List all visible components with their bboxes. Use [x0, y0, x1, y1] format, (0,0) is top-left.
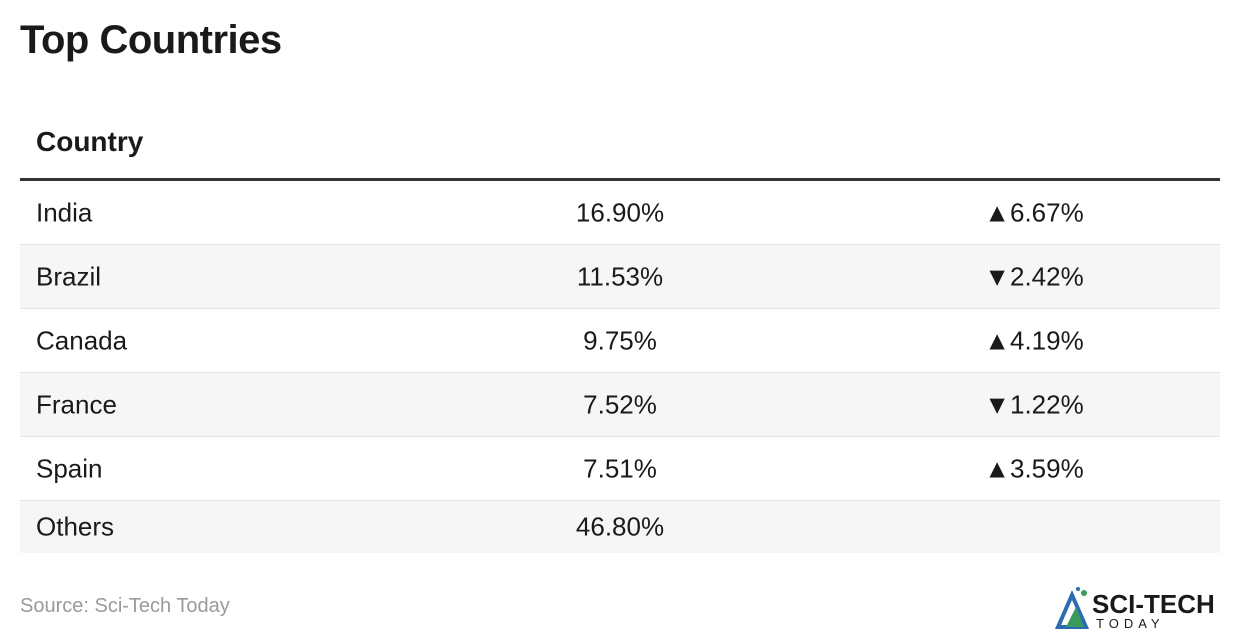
- column-header: Country: [36, 126, 144, 157]
- table-row: France 7.52% ▼1.22%: [20, 373, 1220, 437]
- logo-icon: [1076, 587, 1080, 591]
- table-row: Canada 9.75% ▲4.19%: [20, 309, 1220, 373]
- change: ▲3.59%: [984, 453, 1084, 483]
- logo-tagline: TODAY: [1096, 616, 1165, 631]
- source: Source: Sci-Tech Today: [20, 595, 230, 617]
- country: Others: [36, 511, 115, 542]
- table-row: India 16.90% ▲6.67%: [20, 181, 1220, 245]
- table-header: Country: [20, 120, 1220, 181]
- table-row: Brazil 11.53% ▼2.42%: [20, 245, 1220, 309]
- country: India: [36, 197, 93, 227]
- change: ▲6.67%: [984, 197, 1084, 227]
- country: France: [36, 389, 117, 419]
- logo: SCI-TECH TODAY: [1054, 587, 1215, 631]
- share: 9.75%: [583, 325, 657, 355]
- title: Top Countries: [20, 18, 282, 62]
- table-row: Others 46.80%: [20, 501, 1220, 553]
- table-body: India 16.90% ▲6.67% Brazil 11.53% ▼2.42% Canad…: [20, 181, 1220, 553]
- logo-icon: [1066, 607, 1084, 627]
- table-row: Spain 7.51% ▲3.59%: [20, 437, 1220, 501]
- country: Spain: [36, 453, 103, 483]
- change: ▲4.19%: [984, 325, 1084, 355]
- country: Brazil: [36, 261, 102, 291]
- share: 11.53%: [576, 261, 664, 291]
- logo-name: SCI-TECH: [1092, 589, 1215, 619]
- change: ▼2.42%: [984, 261, 1084, 291]
- share: 16.90%: [575, 197, 665, 227]
- change: ▼1.22%: [984, 389, 1084, 419]
- country: Canada: [36, 325, 128, 355]
- logo-icon: [1081, 590, 1087, 596]
- share: 7.51%: [583, 453, 657, 483]
- share: 7.52%: [583, 389, 657, 419]
- share: 46.80%: [575, 511, 665, 542]
